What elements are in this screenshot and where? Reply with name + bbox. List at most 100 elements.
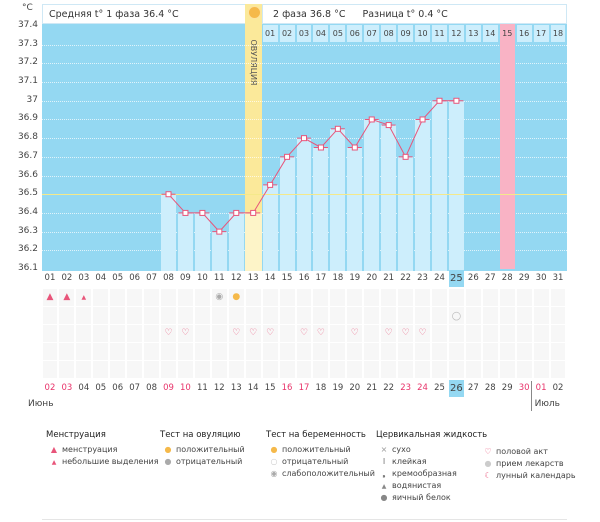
gridline [41, 100, 567, 102]
calendar-date: 24 [417, 383, 428, 393]
symptom-cell [482, 325, 498, 342]
symptom-cell [42, 343, 58, 360]
cycle-day-label: 05 [112, 273, 124, 283]
menstruation-icon: ▲ [63, 292, 71, 302]
dry-icon: × [380, 445, 388, 454]
symptom-cell [59, 289, 75, 306]
legend-item: отрицательный [176, 457, 243, 466]
calendar-date: 10 [180, 383, 191, 393]
symptom-cell [499, 361, 515, 378]
month-label-june: Июнь [28, 399, 54, 409]
plot-area: ОВУЛЯЦИЯ 37.4 37.3 37.2 37.1 37 36.9 36.8 36.7 36… [17, 4, 567, 411]
symptom-cell [42, 361, 58, 378]
symptom-cell [550, 343, 566, 360]
temperature-bar [330, 128, 346, 271]
calendar-date: 03 [61, 383, 73, 393]
menstruation-icon: ▲ [50, 445, 58, 454]
heart-icon: ♡ [316, 328, 325, 338]
legend-item: кремообразная [392, 469, 457, 478]
temperature-point [385, 122, 392, 129]
temperature-point [351, 144, 358, 151]
temperature-bar [194, 212, 210, 271]
temp-difference: Разница t° 0.4 °C [362, 9, 448, 20]
symptom-cell [381, 361, 397, 378]
symptom-cell [76, 361, 92, 378]
legend-item: лунный календарь [496, 471, 576, 480]
sun-icon [247, 6, 261, 19]
legend-item: прием лекарств [496, 459, 564, 468]
symptom-cell [482, 361, 498, 378]
temperature-bar [211, 231, 227, 271]
legend-item: слабоположительный [282, 469, 375, 478]
calendar-date: 19 [332, 383, 344, 393]
symptom-cell [330, 343, 346, 360]
temperature-bar [228, 212, 244, 271]
phase1-average: Средняя t° 1 фаза 36.4 °C [42, 4, 246, 24]
temperature-point [402, 153, 409, 160]
legend-item: небольшие выделения [62, 457, 159, 466]
symptom-cell [93, 289, 109, 306]
legend-item: клейкая [392, 457, 427, 466]
symptom-cell [211, 325, 227, 342]
spotting-icon: ▲ [51, 459, 57, 466]
symptom-cell [177, 361, 193, 378]
symptom-cell [161, 361, 176, 378]
ovulation-positive-icon: ● [164, 445, 172, 454]
symptom-cell [499, 307, 515, 324]
symptom-cell [448, 325, 464, 342]
legend-item: положительный [282, 445, 351, 454]
symptom-cell [415, 289, 430, 306]
sticky-icon: I [382, 457, 386, 466]
calendar-date: 21 [366, 383, 378, 393]
symptom-cell [432, 343, 447, 360]
y-tick-label: 36.4 [17, 206, 38, 217]
heart-icon: ♡ [181, 328, 190, 338]
watery-icon: ▲ [381, 483, 387, 490]
cycle-day-label: 29 [518, 273, 530, 283]
symptom-cell [93, 325, 109, 342]
symptom-cell [296, 361, 312, 378]
symptom-cell [533, 325, 549, 342]
symptom-cell [465, 325, 481, 342]
cycle-day-label: 30 [535, 273, 547, 283]
symptom-cell [127, 307, 143, 324]
symptom-cell [76, 289, 92, 306]
heart-icon: ♡ [266, 328, 275, 338]
symptom-cell [110, 289, 126, 306]
temperature-line-chart [161, 97, 464, 235]
cycle-day-label: 01 [44, 273, 56, 283]
temperature-point [165, 191, 172, 198]
symptom-cell [330, 361, 346, 378]
next-cycle-day: 04 [313, 25, 329, 42]
unit-label: °C [22, 3, 33, 13]
calendar-date: 16 [281, 383, 293, 393]
symptom-cell [533, 307, 549, 324]
symptom-cell [550, 325, 566, 342]
y-tick-label: 36.7 [17, 150, 38, 161]
symptom-cell [465, 343, 481, 360]
symptom-cell [110, 343, 126, 360]
symptom-cell [245, 325, 261, 342]
cycle-day-label: 21 [383, 273, 395, 283]
temperature-bar [262, 184, 278, 271]
symptom-cell [127, 343, 143, 360]
y-tick-label: 36.2 [17, 244, 38, 255]
symptom-cell [211, 289, 227, 306]
symptom-cell [432, 307, 447, 324]
y-tick-label: 36.1 [17, 263, 38, 273]
symptom-cell [465, 289, 481, 306]
symptom-cell [127, 289, 143, 306]
next-cycle-day: 05 [330, 25, 346, 42]
symptom-cell [279, 361, 295, 378]
symptom-cell [144, 325, 160, 342]
calendar-date: 07 [129, 383, 141, 393]
calendar-date: 30 [518, 383, 530, 393]
ovulation-negative-icon: ● [164, 457, 172, 466]
symptom-cell [347, 361, 363, 378]
cycle-day-label: 06 [129, 273, 141, 283]
y-tick-label: 36.5 [17, 188, 38, 199]
y-tick-label: 36.6 [17, 169, 38, 180]
next-cycle-day: 12 [448, 25, 464, 42]
